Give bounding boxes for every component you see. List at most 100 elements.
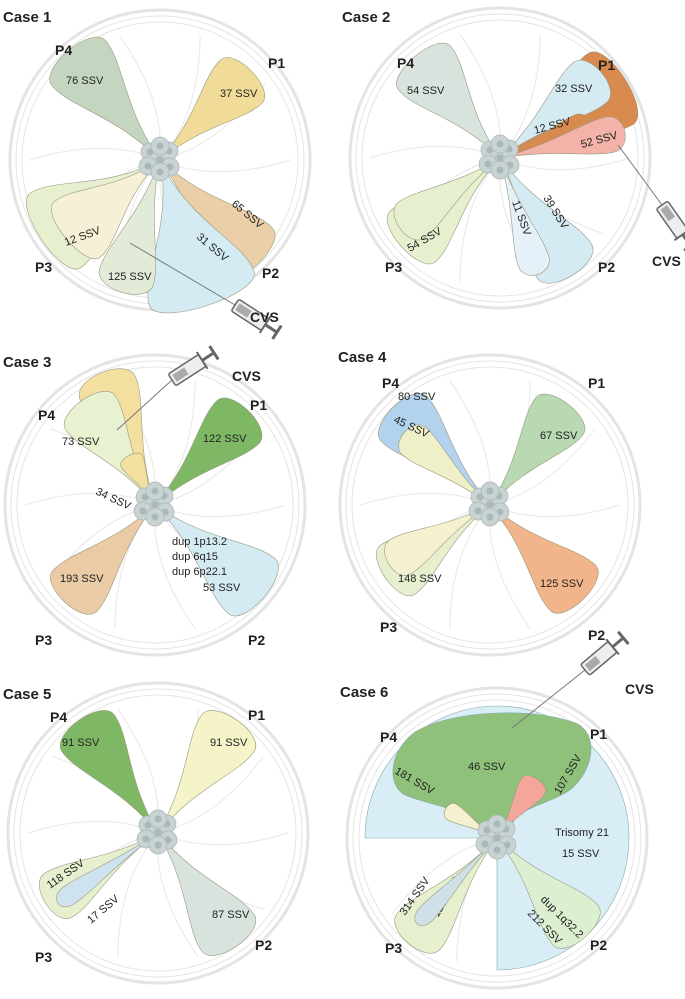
embryo-cell-cluster-icon: [133, 481, 175, 527]
case-title: Case 4: [338, 349, 387, 366]
cvs-label: CVS: [625, 681, 654, 697]
segment-label: 76 SSV: [66, 75, 104, 87]
cvs-label: CVS: [250, 309, 279, 325]
segment-label: 46 SSV: [468, 761, 506, 773]
syringe-icon: [129, 242, 283, 340]
ssv-segment: dup 1p13.2 dup 6q15 dup 6p22.1 53 SSV: [154, 504, 279, 617]
embryo-cell-cluster-icon: [478, 134, 520, 180]
ssv-segment: 67 SSV: [489, 393, 586, 506]
placenta-label-p4: P4: [50, 709, 67, 725]
segment-label: 53 SSV: [203, 582, 241, 594]
segment-label: 37 SSV: [220, 88, 258, 100]
segment-shape: [51, 159, 161, 260]
ssv-segment: 193 SSV: [50, 504, 156, 615]
placenta-label-p4: P4: [38, 407, 55, 423]
placenta-label-p4: P4: [380, 729, 397, 745]
placenta-label-p1: P1: [588, 375, 605, 391]
segment-shape: [396, 42, 501, 159]
placenta-label-p3: P3: [385, 940, 402, 956]
placenta-label-p2: P2: [262, 265, 279, 281]
placenta-label-p1: P1: [598, 57, 615, 73]
segment-shape: [499, 157, 550, 276]
segment-shape: [154, 504, 279, 617]
segment-shape: [384, 504, 491, 576]
syringe-icon: [511, 630, 630, 729]
ssv-segment: 125 SSV: [99, 159, 161, 295]
placenta-label-p3: P3: [35, 949, 52, 965]
embryo-cell-cluster-icon: [468, 481, 510, 527]
case-title: Case 5: [3, 686, 51, 703]
segment-shape: [393, 157, 501, 241]
segment-shape: [99, 159, 161, 295]
ssv-segment: 87 SSV: [157, 832, 257, 956]
segment-shape: [159, 57, 265, 161]
segment-shape: [489, 504, 599, 614]
segment-shape: [496, 837, 601, 949]
placenta-label-p2: P2: [248, 632, 265, 648]
segment-label: 73 SSV: [62, 436, 100, 448]
placenta-label-p4: P4: [397, 55, 414, 71]
segment-shape: [50, 504, 156, 615]
embryo-cell-cluster-icon: [475, 814, 517, 860]
ssv-segment: 54 SSV: [396, 42, 501, 159]
segment-label: dup 6p22.1: [172, 566, 227, 578]
embryo-cell-cluster-icon: [138, 136, 180, 182]
segment-label: 193 SSV: [60, 573, 104, 585]
segment-label: 34 SSV: [94, 486, 133, 513]
segment-shape: [499, 116, 626, 159]
placenta-label-p3: P3: [385, 259, 402, 275]
placenta-label-p2: P2: [598, 259, 615, 275]
ssv-segment: 125 SSV: [489, 504, 599, 614]
segment-shape: [59, 710, 159, 834]
segment-label: Trisomy 21: [555, 827, 609, 839]
ssv-segment: 91 SSV: [59, 710, 159, 834]
segment-shape: [398, 424, 491, 506]
segment-label: 87 SSV: [212, 909, 250, 921]
ssv-segment: 31 SSV: [147, 159, 255, 314]
segment-label: dup 6q15: [172, 551, 218, 563]
ssv-segment: 52 SSV: [499, 116, 626, 159]
placenta-label-p3: P3: [35, 632, 52, 648]
segment-label: 148 SSV: [398, 573, 442, 585]
cvs-label: CVS: [232, 368, 261, 384]
placenta-label-p1: P1: [268, 55, 285, 71]
syringe-icon: [617, 144, 685, 252]
segment-label: 91 SSV: [62, 737, 100, 749]
placenta-label-p1: P1: [250, 397, 267, 413]
case-title: Case 2: [342, 9, 390, 26]
segment-shape: [392, 712, 592, 829]
segment-shape: [489, 393, 586, 506]
segment-label: 91 SSV: [210, 737, 248, 749]
placenta-label-p2: P2: [255, 937, 272, 953]
syringe-icon: [116, 345, 220, 431]
placenta-label-p1: P1: [590, 726, 607, 742]
segment-shape: [147, 159, 255, 314]
ssv-segment: 76 SSV: [49, 36, 161, 161]
segment-shape: [49, 36, 161, 161]
placenta-label-p2: P2: [588, 627, 605, 643]
ssv-segment: 46 SSV: [392, 712, 592, 829]
segment-label: 54 SSV: [407, 85, 445, 97]
segment-label: 32 SSV: [555, 83, 593, 95]
embryo-cell-cluster-icon: [136, 809, 178, 855]
segment-shape: [154, 397, 263, 506]
cvs-label: CVS: [652, 253, 681, 269]
segment-label: dup 1p13.2: [172, 536, 227, 548]
segment-shape: [56, 832, 159, 908]
segment-label: 80 SSV: [398, 391, 436, 403]
ssv-segment: 12 SSV: [51, 159, 161, 260]
segment-shape: [414, 837, 498, 926]
placenta-label-p2: P2: [590, 937, 607, 953]
segment-shape: [157, 710, 257, 834]
segment-label: 122 SSV: [203, 433, 247, 445]
placenta-label-p3: P3: [380, 619, 397, 635]
segment-label: 67 SSV: [540, 430, 578, 442]
ssv-segment: 91 SSV: [157, 710, 257, 834]
placenta-label-p4: P4: [55, 42, 72, 58]
